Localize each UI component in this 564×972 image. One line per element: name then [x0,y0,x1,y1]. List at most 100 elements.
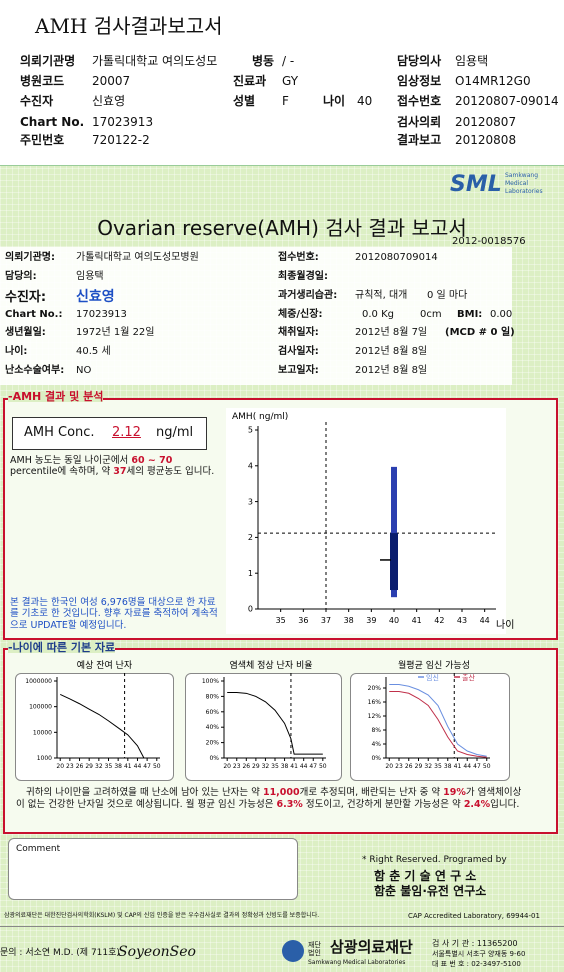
label: 결과보고 [397,133,442,147]
label: 성별 [233,94,256,108]
chart-panel [350,673,510,781]
label: 접수번호: [278,252,319,263]
label: 최종월경일: [278,271,328,282]
highlight: 6.3% [276,799,303,811]
signature: SoyeonSeo [118,944,196,960]
label: AMH Conc. [24,425,95,440]
basic-text: 귀하의 나이만을 고려하였을 때 난소에 남아 있는 난자는 약 11,000개… [16,787,526,812]
value: 40 [357,94,373,108]
text: 귀하의 나이만을 고려하였을 때 난소에 남아 있는 난자는 약 [26,787,263,798]
label: 진료과 [233,74,267,88]
label: 임상정보 [397,74,442,88]
report-title: Ovarian reserve(AMH) 검사 결과 보고서 [97,216,467,240]
label: 수진자 [20,94,54,108]
value: 신효영 [76,289,115,305]
value: 신효영 [92,94,126,108]
label: 생년월일: [5,327,46,338]
value: 20120807-09014 [455,94,559,108]
label: 나이: [5,346,28,357]
divider [0,926,564,927]
value: 17023913 [76,309,127,320]
org: 삼광의료재단 [330,938,413,956]
unit: ng/ml [156,425,194,440]
value: 20007 [92,74,131,88]
org-icon [282,940,304,962]
highlight: 60 ~ 70 [131,455,173,466]
label: 병원코드 [20,74,65,88]
chart-panel [185,673,342,781]
text: 세의 평균농도 입니다. [126,465,215,477]
label: 검사일자: [278,346,319,357]
section-title: -나이에 따른 기본 자료 [8,641,116,654]
label: 수진자: [5,290,47,305]
label: 검사의뢰 [397,115,442,129]
text: 가 염색체이상이 없는 건강한 난자일 것으로 예상됩니다. 월 평균 임신 가… [16,787,522,811]
label: 의뢰기관명: [5,252,55,263]
text: AMH 농도는 동일 나이군에서 [10,455,132,466]
value: 20120807 [455,115,517,129]
org-en: Samkwang Medical Laboratories [308,959,406,966]
value: 2012080709014 [355,252,438,263]
value: 규칙적, 대개 [355,290,408,301]
value: 0.00 [490,309,513,320]
highlight: 2.4% [463,799,491,811]
label: 의뢰기관명 [20,54,76,68]
label: 과거생리습관: [278,290,338,301]
chart-panel [226,408,506,634]
text: percentile에 속하며, 약 [10,465,114,477]
text: 입니다. [490,799,520,811]
label: Chart No. [20,115,85,129]
value: 1972년 1월 22일 [76,327,155,338]
text: 개로 추정되며, 배란되는 난자 중 약 [299,787,444,798]
value: 17023913 [92,115,154,129]
value: 임용택 [455,54,489,68]
label: 체중/신장: [278,309,323,320]
value: 2012년 8월 8일 [355,365,428,376]
value: 가톨릭대학교 여의도성모 [92,54,218,68]
amh-summary: AMH 농도는 동일 나이군에서 60 ~ 70 percentile에 속하며… [10,455,215,478]
value: 40.5 세 [76,346,111,357]
amh-value: 2.12 [112,425,141,440]
logo-mark: SML [450,172,502,197]
title: AMH 검사결과보고서 [35,14,223,38]
comment-label: Comment [16,844,61,854]
logo-text: Laboratories [505,188,543,195]
value: F [282,94,289,108]
logo-text: Medical [505,180,528,187]
info: 대 표 번 호 : 02-3497-5100 [432,960,521,968]
info: 서울특별시 서초구 양재동 9-60 [432,950,526,958]
value: 20120808 [455,133,517,147]
label: 담당의사 [397,54,442,68]
highlight: 37 [113,465,127,477]
cert: 삼광의료재단은 대한진단검사의학회(KSLM) 및 CAP의 신임 인증을 받은… [4,912,320,919]
label: 난소수술여부: [5,365,65,376]
value: 가톨릭대학교 여의도성모병원 [76,252,199,263]
lab: 함 춘 기 술 연 구 소 [374,869,477,883]
highlight: 11,000 [262,787,300,798]
chart-panel [15,673,174,781]
contact: 문의 : 서소연 M.D. (제 711호) [0,948,120,958]
value: (MCD # 0 일) [445,327,515,338]
rights: * Right Reserved. Programed by [362,855,507,865]
label: Chart No.: [5,309,63,320]
amh-conc-box [12,417,207,450]
value: NO [76,365,92,376]
cap: CAP Accredited Laboratory, 69944-01 [408,912,540,920]
value: 2012년 8월 7일 [355,327,428,338]
value: GY [282,74,299,88]
value: 임용택 [76,271,104,282]
lab: 함춘 불임·유전 연구소 [374,884,487,898]
label: 채취일자: [278,327,319,338]
info: 검 사 기 관 : 11365200 [432,939,518,948]
value: 0.0 Kg [362,309,394,320]
label: 담당의: [5,271,37,282]
label: 주민번호 [20,133,65,147]
value: 0 일 마다 [427,290,468,301]
value: 2012년 8월 8일 [355,346,428,357]
value: O14MR12G0 [455,74,531,88]
comment-box [8,838,298,900]
label: 보고일자: [278,365,319,376]
label: 접수번호 [397,94,442,108]
logo-text: Samkwang [505,172,538,179]
